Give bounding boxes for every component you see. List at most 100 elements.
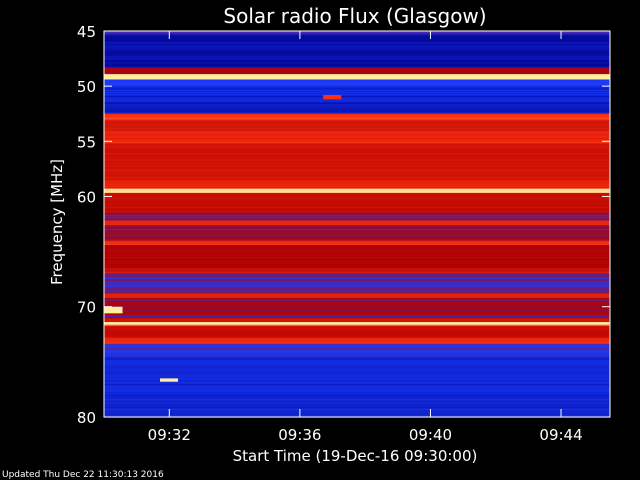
band-texture	[104, 331, 610, 333]
band-texture	[104, 309, 610, 311]
band-texture	[104, 145, 610, 147]
band-texture	[104, 207, 610, 209]
band-texture	[104, 187, 610, 189]
band-texture	[104, 266, 610, 268]
frequency-band	[104, 322, 610, 326]
band-texture	[104, 106, 610, 108]
radio-burst	[323, 94, 342, 100]
band-texture	[104, 392, 610, 394]
band-texture	[104, 404, 610, 406]
chart-title: Solar radio Flux (Glasgow)	[223, 4, 486, 28]
band-texture	[104, 235, 610, 237]
band-texture	[104, 376, 610, 378]
band-texture	[104, 165, 610, 167]
band-texture	[104, 134, 610, 136]
band-texture	[104, 40, 610, 42]
band-texture	[104, 124, 610, 126]
y-tick-label: 60	[77, 188, 96, 206]
band-texture	[104, 293, 610, 295]
band-texture	[104, 287, 610, 289]
band-texture	[104, 322, 610, 324]
band-texture	[104, 193, 610, 195]
band-texture	[104, 216, 610, 218]
band-texture	[104, 275, 610, 277]
band-texture	[104, 157, 610, 159]
band-texture	[104, 42, 610, 44]
frequency-band	[104, 225, 610, 241]
band-texture	[104, 291, 610, 293]
band-texture	[104, 155, 610, 157]
band-texture	[104, 98, 610, 100]
band-texture	[104, 378, 610, 380]
band-texture	[104, 66, 610, 68]
band-texture	[104, 335, 610, 337]
band-texture	[104, 33, 610, 34]
band-texture	[104, 386, 610, 388]
band-texture	[104, 233, 610, 235]
band-texture	[104, 177, 610, 179]
band-texture	[104, 195, 610, 197]
band-texture	[104, 301, 610, 303]
band-texture	[104, 181, 610, 183]
frequency-band	[104, 102, 610, 114]
band-texture	[104, 102, 610, 104]
frequency-band	[104, 31, 610, 35]
band-texture	[104, 143, 610, 145]
band-texture	[104, 285, 610, 287]
band-texture	[104, 151, 610, 153]
band-texture	[104, 92, 610, 94]
band-texture	[104, 408, 610, 410]
band-texture	[104, 358, 610, 360]
band-texture	[104, 325, 610, 327]
band-texture	[104, 79, 610, 81]
band-texture	[104, 147, 610, 149]
band-texture	[104, 412, 610, 414]
band-texture	[104, 398, 610, 400]
band-texture	[104, 244, 610, 246]
frequency-band	[104, 67, 610, 75]
frequency-band	[104, 79, 610, 87]
band-texture	[104, 406, 610, 408]
band-texture	[104, 120, 610, 122]
band-texture	[104, 281, 610, 283]
band-texture	[104, 295, 610, 297]
band-texture	[104, 382, 610, 384]
band-texture	[104, 138, 610, 140]
band-texture	[104, 188, 610, 190]
band-texture	[104, 56, 610, 58]
band-texture	[104, 402, 610, 404]
band-texture	[104, 67, 610, 69]
band-texture	[104, 130, 610, 132]
band-texture	[104, 227, 610, 229]
band-texture	[104, 256, 610, 258]
band-texture	[104, 264, 610, 266]
band-texture	[104, 341, 610, 343]
band-texture	[104, 317, 610, 319]
plot-frame	[103, 30, 611, 418]
band-texture	[104, 212, 610, 214]
band-texture	[104, 400, 610, 402]
band-texture	[104, 38, 610, 40]
band-texture	[104, 268, 610, 270]
band-texture	[104, 299, 610, 301]
band-texture	[104, 388, 610, 390]
band-texture	[104, 88, 610, 90]
band-texture	[104, 122, 610, 124]
band-texture	[104, 258, 610, 260]
radio-burst	[160, 378, 179, 382]
band-texture	[104, 110, 610, 112]
band-texture	[104, 76, 610, 78]
band-texture	[104, 360, 610, 362]
band-texture	[104, 218, 610, 220]
band-texture	[104, 372, 610, 374]
band-texture	[104, 64, 610, 66]
band-texture	[104, 273, 610, 275]
band-texture	[104, 163, 610, 165]
band-texture	[104, 104, 610, 106]
band-texture	[104, 370, 610, 372]
band-texture	[104, 250, 610, 252]
band-texture	[104, 203, 610, 205]
band-texture	[104, 179, 610, 181]
band-texture	[104, 356, 610, 358]
band-texture	[104, 96, 610, 98]
